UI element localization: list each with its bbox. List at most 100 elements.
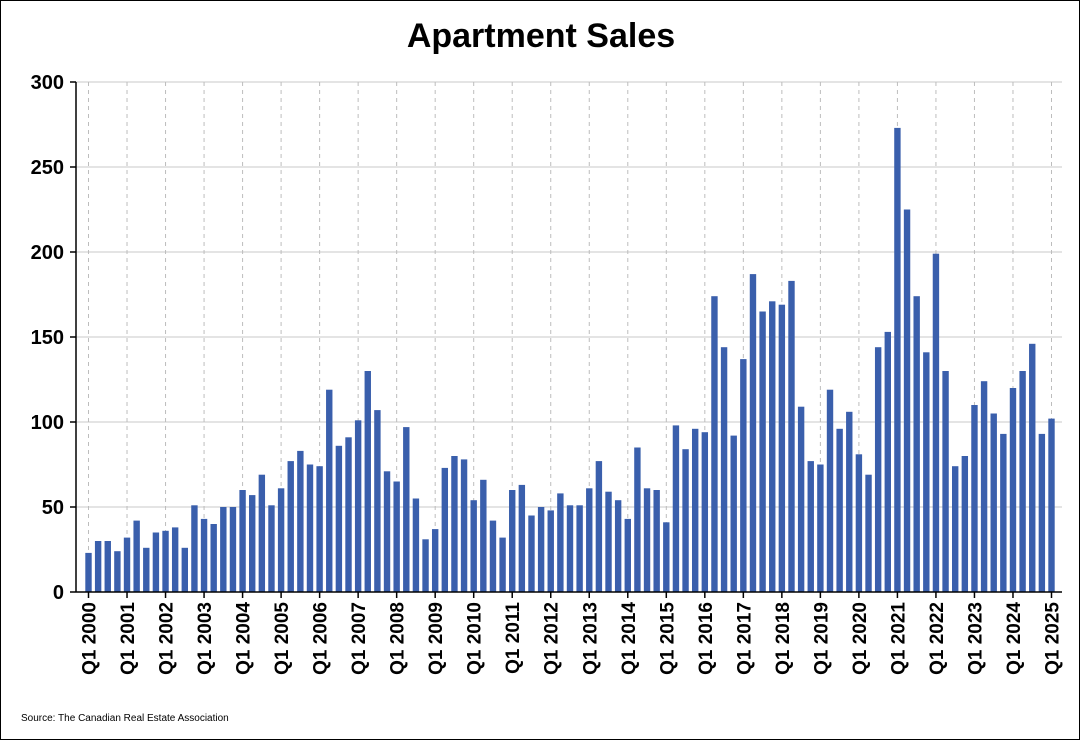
bar (431, 529, 439, 592)
x-tick-label: Q1 2006 (311, 602, 332, 675)
bar (268, 505, 275, 592)
x-tick-label: Q1 2012 (542, 602, 563, 675)
bar (836, 428, 843, 592)
bar (932, 253, 940, 592)
bar (663, 522, 670, 592)
bar (364, 371, 371, 592)
x-tick-label: Q1 2008 (388, 602, 409, 675)
bar (509, 490, 516, 592)
bar (85, 552, 92, 592)
x-tick-label: Q1 2007 (349, 602, 370, 675)
bar (682, 449, 689, 592)
bar (123, 537, 131, 592)
x-tick-label: Q1 2005 (272, 602, 293, 675)
bar (489, 520, 497, 592)
bar (797, 406, 805, 592)
y-tick-label: 0 (53, 582, 64, 604)
bar (162, 530, 169, 592)
x-tick-label: Q1 2025 (1043, 602, 1064, 675)
bar (586, 488, 593, 592)
bar (460, 459, 468, 592)
bar (605, 491, 612, 592)
bar (759, 311, 766, 592)
bar (383, 471, 391, 592)
bar (874, 347, 882, 592)
bar (287, 461, 294, 592)
bar (1009, 388, 1017, 592)
bar (422, 539, 429, 592)
bar (200, 518, 208, 592)
bar (788, 280, 795, 592)
bar (518, 484, 526, 592)
bar (923, 352, 930, 592)
bar (210, 524, 217, 592)
bar (171, 527, 179, 592)
y-tick-label: 300 (31, 72, 64, 94)
x-tick-label: Q1 2001 (118, 602, 139, 675)
bar (1048, 418, 1055, 592)
y-tick-label: 100 (31, 412, 64, 434)
bar (335, 445, 343, 592)
x-tick-label: Q1 2010 (465, 602, 486, 675)
bar (769, 301, 776, 592)
bar (643, 488, 651, 592)
bar (326, 389, 333, 592)
bar (566, 505, 574, 592)
bar (249, 495, 256, 592)
bar (614, 500, 622, 592)
bar (181, 547, 188, 592)
x-tick-label: Q1 2000 (80, 602, 101, 675)
bar (191, 505, 198, 592)
bar (740, 359, 747, 592)
x-tick-label: Q1 2018 (773, 602, 794, 675)
bar (354, 420, 362, 592)
chart-title: Apartment Sales (406, 17, 676, 55)
bar (441, 467, 449, 592)
x-tick-label: Q1 2002 (157, 602, 178, 675)
bar (220, 507, 227, 592)
x-tick-label: Q1 2017 (734, 602, 755, 675)
bar (971, 405, 978, 592)
bar (894, 127, 901, 593)
y-tick-label: 50 (42, 497, 64, 519)
bar (672, 425, 680, 592)
x-tick-label: Q1 2014 (619, 602, 640, 675)
bar (133, 520, 140, 592)
bar (913, 296, 920, 592)
bar (961, 456, 969, 592)
x-tick-label: Q1 2019 (811, 602, 832, 675)
bar (277, 488, 285, 592)
x-tick-label: Q1 2004 (234, 602, 255, 675)
bar (528, 515, 535, 592)
bar (374, 410, 381, 592)
bar (701, 432, 709, 592)
bar (94, 541, 102, 592)
bar (557, 493, 564, 592)
x-tick-label: Q1 2016 (696, 602, 717, 675)
bar (807, 461, 814, 592)
bar (547, 510, 554, 592)
bar (403, 427, 410, 592)
bar (258, 474, 266, 592)
bar (903, 209, 911, 592)
bar (345, 437, 352, 592)
bar (1029, 343, 1036, 592)
x-tick-label: Q1 2003 (195, 602, 216, 675)
bar (152, 532, 160, 592)
x-tick-label: Q1 2013 (580, 602, 601, 675)
bar (855, 454, 863, 592)
bar (778, 304, 786, 592)
x-tick-label: Q1 2015 (657, 602, 678, 675)
bar (1019, 371, 1026, 592)
bar (499, 537, 506, 592)
bar (595, 461, 603, 592)
bar (711, 296, 718, 592)
bar (1038, 433, 1046, 592)
bar (393, 481, 400, 592)
bar (104, 541, 111, 592)
bar (865, 474, 872, 592)
y-tick-label: 250 (31, 157, 64, 179)
bar (576, 505, 583, 592)
bar (1000, 433, 1007, 592)
